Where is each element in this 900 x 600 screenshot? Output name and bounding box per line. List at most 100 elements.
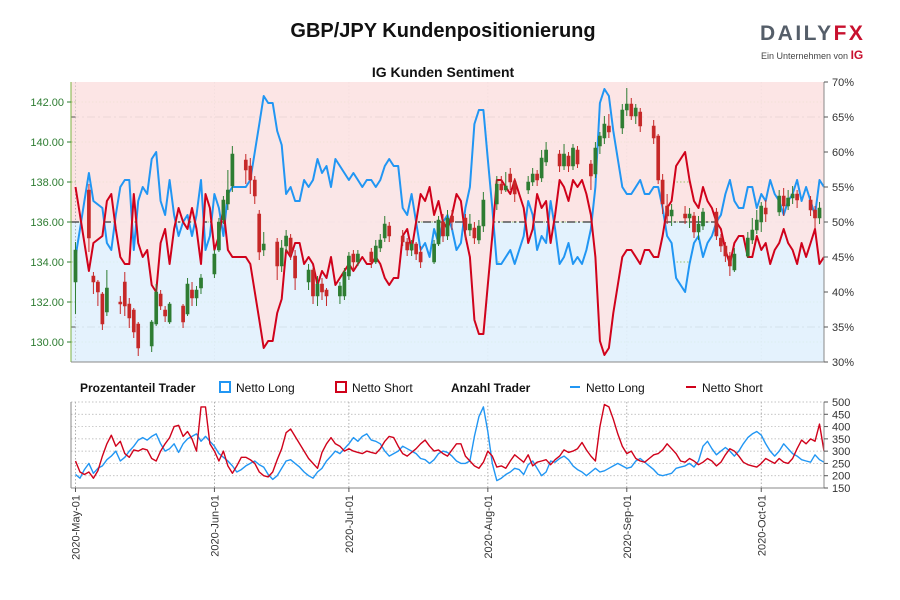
price-candle xyxy=(199,274,203,294)
long-count-line xyxy=(75,406,825,482)
price-candle xyxy=(503,172,508,192)
count-tick-label: 300 xyxy=(832,446,850,458)
candle-body xyxy=(311,269,315,297)
candle-body xyxy=(607,125,611,133)
percent-tick-label: 45% xyxy=(832,252,854,264)
candle-body xyxy=(602,123,607,139)
price-candle xyxy=(562,144,566,170)
price-candle xyxy=(508,168,513,190)
price-candle xyxy=(777,190,782,216)
price-candle xyxy=(571,144,575,170)
candle-body xyxy=(432,243,436,263)
candle-body xyxy=(243,159,248,171)
candle-body xyxy=(217,221,221,251)
price-candle xyxy=(445,210,450,240)
price-candle xyxy=(279,240,284,272)
price-tick-label: 136.00 xyxy=(30,217,64,229)
candle-body xyxy=(275,241,280,267)
price-candle xyxy=(494,176,499,210)
price-tick-label: 130.00 xyxy=(30,337,64,349)
candle-body xyxy=(163,309,167,317)
candle-body xyxy=(656,135,661,181)
candle-body xyxy=(472,227,477,239)
candle-body xyxy=(248,165,253,181)
price-tick-label: 138.00 xyxy=(30,177,64,189)
candle-body xyxy=(477,225,481,241)
price-candle xyxy=(409,240,414,256)
candle-body xyxy=(369,251,374,263)
candle-body xyxy=(221,199,226,221)
candle-body xyxy=(293,255,297,279)
candle-body xyxy=(754,219,759,231)
candle-body xyxy=(557,153,562,167)
candle-body xyxy=(342,271,347,297)
dailyfx-logo: DAILYFX Ein Unternehmen von IG xyxy=(760,22,870,62)
candle-body xyxy=(665,205,669,217)
price-candle xyxy=(633,104,638,124)
candle-body xyxy=(539,157,544,179)
price-candle xyxy=(441,214,445,242)
price-candle xyxy=(808,196,813,216)
price-candle xyxy=(477,220,481,244)
logo-brand: IG xyxy=(850,48,864,62)
price-candle xyxy=(535,170,539,186)
price-candle xyxy=(786,190,790,210)
candle-body xyxy=(118,301,123,305)
candle-body xyxy=(512,181,517,195)
price-candle xyxy=(131,308,136,338)
candle-body xyxy=(450,215,454,223)
price-candle xyxy=(575,146,580,168)
price-candle xyxy=(306,264,311,290)
candle-body xyxy=(91,275,96,283)
price-candle xyxy=(275,238,280,280)
candle-body xyxy=(598,135,602,147)
chart-title: GBP/JPY Kundenpositionierung xyxy=(290,20,596,42)
price-candle xyxy=(167,302,172,324)
candle-body xyxy=(347,255,351,277)
logo-subline: Ein Unternehmen von IG xyxy=(761,48,863,62)
price-tick-label: 142.00 xyxy=(30,97,64,109)
candle-body xyxy=(212,253,217,275)
price-candle xyxy=(692,212,696,238)
candle-body xyxy=(414,243,418,255)
price-candle xyxy=(405,238,410,256)
candle-body xyxy=(131,309,136,333)
price-candle xyxy=(400,230,405,246)
price-candle xyxy=(750,218,755,244)
price-candle xyxy=(212,250,217,278)
candle-body xyxy=(562,153,566,167)
legend-long-label: Netto Long xyxy=(236,381,295,395)
price-candle xyxy=(624,88,629,116)
candle-body xyxy=(122,281,127,307)
logo-sub-text: Ein Unternehmen von xyxy=(761,51,849,61)
candle-body xyxy=(696,223,701,233)
price-candle xyxy=(73,242,78,314)
candle-body xyxy=(714,211,719,237)
price-candle xyxy=(127,298,132,328)
price-candle xyxy=(149,320,154,352)
candle-body xyxy=(499,183,504,191)
count-tick-label: 250 xyxy=(832,458,850,470)
date-tick-label: 2020-Jun-01 xyxy=(209,495,221,557)
price-candle xyxy=(351,250,356,270)
candle-body xyxy=(405,241,410,251)
candle-body xyxy=(441,221,445,237)
candle-body xyxy=(409,243,414,251)
sentiment-fills xyxy=(75,82,824,362)
candle-body xyxy=(808,199,813,211)
price-candle xyxy=(87,184,91,252)
chart-axes: 130.00 132.00 134.00 136.00 138.00 140.00 142.… xyxy=(30,77,854,560)
price-candle xyxy=(230,146,235,192)
count-tick-label: 450 xyxy=(832,409,850,421)
candle-body xyxy=(589,163,593,177)
percent-tick-label: 50% xyxy=(832,217,854,229)
date-tick-label: 2020-Sep-01 xyxy=(622,495,634,559)
price-candle xyxy=(185,278,190,316)
candle-body xyxy=(526,181,531,191)
candle-body xyxy=(167,303,172,323)
candle-body xyxy=(418,251,423,263)
candle-body xyxy=(378,239,383,249)
candle-body xyxy=(701,211,705,227)
price-candle xyxy=(759,202,764,232)
